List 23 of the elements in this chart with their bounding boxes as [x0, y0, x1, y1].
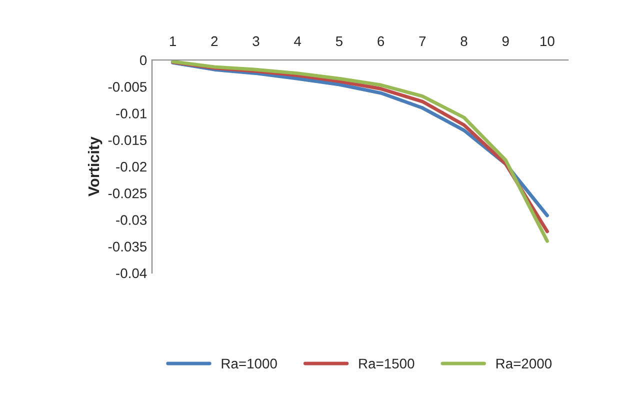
x-tick-label: 2 — [211, 36, 218, 46]
y-tick-label: -0.035 — [108, 242, 147, 252]
x-tick-label: 1 — [170, 36, 176, 46]
y-tick-label: -0.005 — [108, 82, 147, 92]
y-axis-title: Vorticity — [88, 136, 102, 196]
y-tick-label: -0.015 — [108, 135, 147, 146]
x-tick-label: 8 — [460, 36, 468, 46]
legend-label: Ra=2000 — [496, 358, 552, 369]
legend-label: Ra=1500 — [359, 358, 414, 369]
x-tick-label: 10 — [540, 36, 554, 46]
y-tick-label: -0.025 — [108, 188, 147, 198]
x-tick-label: 9 — [502, 36, 509, 46]
y-tick-label: -0.04 — [116, 268, 147, 278]
x-tick-label: 7 — [419, 36, 426, 46]
x-tick-label: 5 — [336, 36, 342, 46]
x-tick-label: 6 — [378, 36, 384, 46]
x-tick-label: 3 — [252, 36, 260, 46]
y-tick-label: -0.03 — [116, 215, 147, 225]
y-tick-label: 0 — [140, 55, 147, 66]
y-tick-label: -0.02 — [116, 162, 146, 172]
x-tick-label: 4 — [294, 36, 302, 46]
y-tick-label: -0.01 — [116, 108, 146, 118]
legend-label: Ra=1000 — [222, 358, 277, 369]
